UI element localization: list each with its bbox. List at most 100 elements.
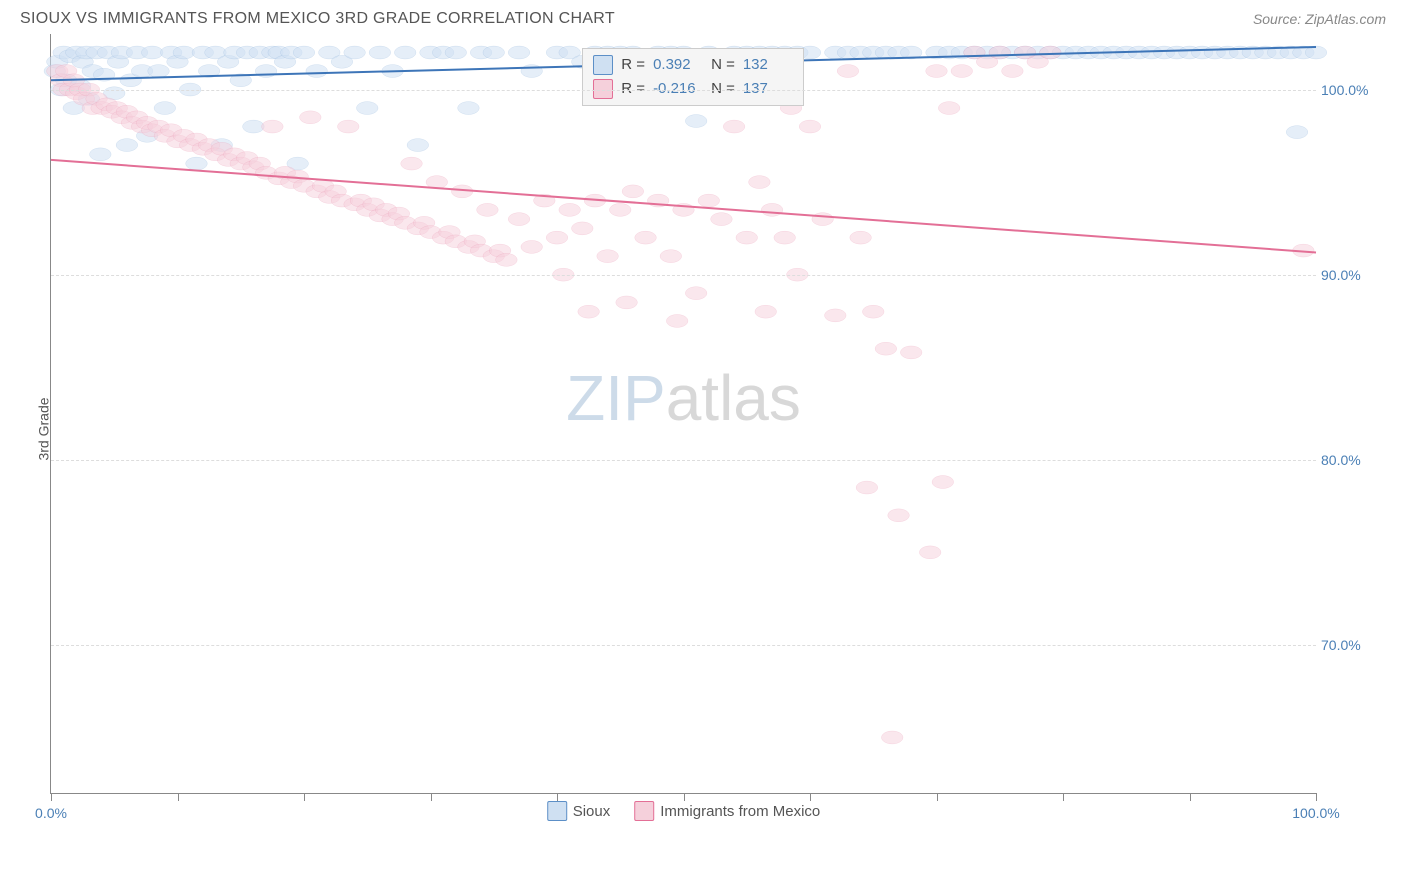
chart-container: 3rd Grade ZIPatlas R =0.392N =132R =-0.2… — [50, 34, 1386, 824]
scatter-point — [496, 253, 518, 266]
scatter-point — [1040, 46, 1062, 59]
legend-marker-icon — [547, 801, 567, 821]
grid-line — [51, 90, 1316, 91]
legend-item: Immigrants from Mexico — [634, 801, 820, 821]
scatter-point — [597, 250, 619, 263]
scatter-point — [521, 240, 543, 253]
x-tick — [937, 793, 938, 801]
scatter-point — [881, 731, 903, 744]
x-tick-label: 0.0% — [35, 805, 67, 821]
grid-line — [51, 460, 1316, 461]
scatter-point — [578, 305, 600, 318]
scatter-point — [369, 46, 391, 59]
scatter-point — [1002, 65, 1024, 78]
scatter-point — [458, 102, 480, 115]
scatter-point — [837, 65, 859, 78]
scatter-point — [477, 203, 499, 216]
y-tick-label: 70.0% — [1321, 637, 1376, 653]
scatter-point — [508, 46, 530, 59]
scatter-point — [799, 120, 821, 133]
scatter-point — [616, 296, 638, 309]
header: SIOUX VS IMMIGRANTS FROM MEXICO 3RD GRAD… — [0, 0, 1406, 34]
scatter-point — [483, 46, 505, 59]
y-tick-label: 80.0% — [1321, 452, 1376, 468]
scatter-point — [445, 46, 467, 59]
scatter-point — [825, 309, 847, 322]
scatter-point — [559, 203, 581, 216]
scatter-point — [344, 46, 366, 59]
scatter-point — [300, 111, 322, 124]
scatter-point — [1286, 126, 1308, 139]
scatter-point — [900, 346, 922, 359]
scatter-point — [148, 65, 170, 78]
scatter-point — [698, 194, 720, 207]
scatter-point — [356, 102, 378, 115]
scatter-point — [243, 120, 265, 133]
scatter-point — [856, 481, 878, 494]
x-tick — [1063, 793, 1064, 801]
scatter-point — [572, 222, 594, 235]
scatter-point — [749, 176, 771, 189]
scatter-point — [407, 139, 429, 152]
scatter-point — [116, 139, 138, 152]
x-tick — [178, 793, 179, 801]
legend-marker-icon — [634, 801, 654, 821]
scatter-point — [635, 231, 657, 244]
y-tick-label: 100.0% — [1321, 82, 1376, 98]
scatter-point — [394, 46, 416, 59]
legend: Sioux Immigrants from Mexico — [547, 801, 821, 821]
scatter-point — [774, 231, 796, 244]
scatter-point — [609, 203, 631, 216]
scatter-point — [755, 305, 777, 318]
x-tick — [810, 793, 811, 801]
y-tick-label: 90.0% — [1321, 267, 1376, 283]
scatter-point — [666, 314, 688, 327]
x-tick — [557, 793, 558, 801]
stats-R-value: 0.392 — [653, 56, 703, 73]
scatter-point — [685, 287, 707, 300]
scatter-point — [926, 65, 948, 78]
stats-N-value: 132 — [743, 56, 793, 73]
scatter-point — [173, 46, 195, 59]
x-tick-label: 100.0% — [1292, 805, 1339, 821]
scatter-point — [293, 46, 315, 59]
scatter-point — [338, 120, 360, 133]
legend-marker-icon — [593, 55, 613, 75]
scatter-point — [186, 157, 208, 170]
scatter-point — [306, 65, 328, 78]
grid-line — [51, 275, 1316, 276]
scatter-point — [154, 102, 176, 115]
stats-row: R =0.392N =132 — [593, 53, 793, 77]
scatter-point — [919, 546, 941, 559]
x-tick — [51, 793, 52, 801]
scatter-point — [546, 231, 568, 244]
trend-line — [51, 160, 1316, 253]
legend-label: Immigrants from Mexico — [660, 803, 820, 820]
scatter-point — [622, 185, 644, 198]
scatter-point — [862, 305, 884, 318]
scatter-point — [723, 120, 745, 133]
chart-title: SIOUX VS IMMIGRANTS FROM MEXICO 3RD GRAD… — [20, 10, 615, 28]
scatter-svg — [51, 34, 1316, 793]
x-tick — [1190, 793, 1191, 801]
scatter-point — [951, 65, 973, 78]
grid-line — [51, 645, 1316, 646]
scatter-point — [761, 203, 783, 216]
scatter-point — [90, 148, 112, 161]
scatter-point — [685, 115, 707, 128]
source-label: Source: ZipAtlas.com — [1253, 11, 1386, 27]
stats-box: R =0.392N =132R =-0.216N =137 — [582, 48, 804, 106]
stats-N-label: N = — [711, 56, 735, 73]
x-tick — [1316, 793, 1317, 801]
scatter-point — [141, 46, 163, 59]
legend-label: Sioux — [573, 803, 611, 820]
scatter-point — [508, 213, 530, 226]
scatter-point — [938, 102, 960, 115]
scatter-point — [989, 46, 1011, 59]
scatter-point — [812, 213, 834, 226]
scatter-point — [660, 250, 682, 263]
x-tick — [684, 793, 685, 801]
scatter-point — [711, 213, 733, 226]
scatter-point — [888, 509, 910, 522]
plot-area: ZIPatlas R =0.392N =132R =-0.216N =137 S… — [50, 34, 1316, 794]
